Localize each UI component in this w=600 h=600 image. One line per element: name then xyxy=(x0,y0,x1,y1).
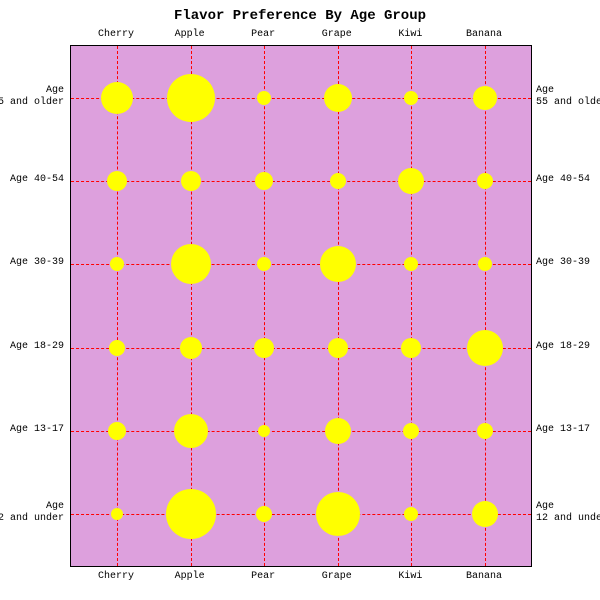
x-axis-label-bottom: Kiwi xyxy=(398,571,422,582)
bubble xyxy=(398,168,424,194)
y-axis-label-right: Age 18-29 xyxy=(536,341,590,353)
bubble xyxy=(404,507,418,521)
bubble xyxy=(171,244,211,284)
x-axis-label-bottom: Pear xyxy=(251,571,275,582)
x-axis-label-top: Grape xyxy=(322,29,352,40)
grid-line-horizontal xyxy=(71,264,531,265)
grid-line-vertical xyxy=(191,46,192,566)
x-axis-label-top: Banana xyxy=(466,29,502,40)
x-axis-label-bottom: Banana xyxy=(466,571,502,582)
y-axis-label-right: Age 30-39 xyxy=(536,257,590,269)
bubble xyxy=(328,338,348,358)
bubble xyxy=(401,338,421,358)
x-axis-label-top: Pear xyxy=(251,29,275,40)
grid-line-horizontal xyxy=(71,98,531,99)
bubble xyxy=(257,91,271,105)
grid-line-vertical xyxy=(485,46,486,566)
bubble xyxy=(477,423,493,439)
y-axis-label-left: Age 12 and under xyxy=(0,501,64,525)
chart-title: Flavor Preference By Age Group xyxy=(0,8,600,24)
bubble xyxy=(320,246,356,282)
grid-line-vertical xyxy=(117,46,118,566)
bubble xyxy=(403,423,419,439)
y-axis-label-left: Age 40-54 xyxy=(10,174,64,186)
y-axis-label-left: Age 30-39 xyxy=(10,257,64,269)
bubble xyxy=(404,257,418,271)
bubble xyxy=(254,338,274,358)
y-axis-label-left: Age 13-17 xyxy=(10,424,64,436)
bubble xyxy=(477,173,493,189)
y-axis-label-right: Age 55 and older xyxy=(536,85,600,109)
bubble xyxy=(255,172,273,190)
grid-line-vertical xyxy=(264,46,265,566)
bubble xyxy=(256,506,272,522)
y-axis-label-right: Age 40-54 xyxy=(536,174,590,186)
grid-line-horizontal xyxy=(71,431,531,432)
bubble xyxy=(167,74,215,122)
x-axis-label-bottom: Cherry xyxy=(98,571,134,582)
plot-area xyxy=(70,45,532,567)
chart-container: Flavor Preference By Age Group Cherry Che… xyxy=(0,0,600,600)
bubble xyxy=(111,508,123,520)
bubble xyxy=(404,91,418,105)
bubble xyxy=(180,337,202,359)
bubble xyxy=(110,257,124,271)
bubble xyxy=(101,82,133,114)
bubble xyxy=(181,171,201,191)
bubble xyxy=(478,257,492,271)
x-axis-label-bottom: Grape xyxy=(322,571,352,582)
grid-line-horizontal xyxy=(71,348,531,349)
y-axis-label-right: Age 13-17 xyxy=(536,424,590,436)
bubble xyxy=(467,330,503,366)
grid-line-horizontal xyxy=(71,181,531,182)
x-axis-label-top: Apple xyxy=(175,29,205,40)
bubble xyxy=(174,414,208,448)
bubble xyxy=(472,501,498,527)
bubble xyxy=(257,257,271,271)
x-axis-label-top: Cherry xyxy=(98,29,134,40)
bubble xyxy=(107,171,127,191)
bubble xyxy=(166,489,216,539)
grid-line-vertical xyxy=(411,46,412,566)
grid-line-horizontal xyxy=(71,514,531,515)
bubble xyxy=(324,84,352,112)
bubble xyxy=(109,340,125,356)
y-axis-label-left: Age 18-29 xyxy=(10,341,64,353)
bubble xyxy=(316,492,360,536)
grid-line-vertical xyxy=(338,46,339,566)
bubble xyxy=(325,418,351,444)
bubble xyxy=(330,173,346,189)
y-axis-label-left: Age 55 and older xyxy=(0,85,64,109)
bubble xyxy=(473,86,497,110)
x-axis-label-top: Kiwi xyxy=(398,29,422,40)
x-axis-label-bottom: Apple xyxy=(175,571,205,582)
y-axis-label-right: Age 12 and under xyxy=(536,501,600,525)
bubble xyxy=(258,425,270,437)
bubble xyxy=(108,422,126,440)
